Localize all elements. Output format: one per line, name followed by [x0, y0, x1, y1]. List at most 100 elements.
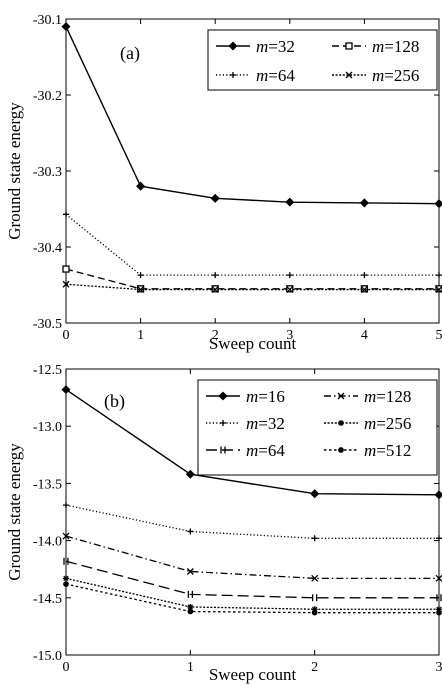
legend-marker [230, 72, 236, 78]
chart-panel-a: 0 1 2 3 4 5 -30.1 -30.2 -30.3 -30.4 -30.5 Sweep cou… [5, 13, 442, 353]
y-tick-label: -14.0 [33, 535, 62, 550]
series-m-128 [62, 265, 442, 293]
data-point [62, 532, 70, 540]
data-point [436, 272, 442, 279]
data-point [212, 272, 219, 279]
x-axis-label: Sweep count [209, 665, 297, 684]
legend-label: m=32 [246, 414, 285, 433]
legend-entry: m=256 [324, 414, 411, 433]
x-tick-label: 5 [436, 328, 442, 343]
x-tick-label: 2 [311, 660, 318, 675]
plot-area [65, 368, 440, 656]
series-line [65, 213, 439, 276]
x-tick-label: 0 [63, 660, 70, 675]
series-line [65, 504, 439, 539]
series-line [65, 577, 439, 610]
legend-entry: m=128 [332, 37, 419, 56]
data-point [62, 265, 70, 273]
legend-label: m=512 [364, 441, 411, 460]
legend-marker [218, 391, 228, 401]
data-point [285, 197, 295, 207]
legend-entry: m=64 [216, 66, 295, 85]
x-tick-label: 3 [286, 328, 293, 343]
series-line [65, 560, 439, 599]
series-m-128 [62, 532, 442, 582]
data-point [63, 502, 69, 509]
data-point [311, 574, 319, 582]
legend-label: m=16 [246, 387, 285, 406]
data-point [311, 609, 318, 616]
data-point [137, 272, 144, 279]
x-tick-label: 2 [212, 328, 219, 343]
legend-label: m=32 [256, 37, 295, 56]
legend-entry: m=32 [216, 37, 295, 56]
y-tick-label: -13.5 [33, 477, 62, 492]
data-point [61, 385, 71, 395]
legend-marker [338, 447, 344, 453]
legend-label: m=128 [364, 387, 411, 406]
data-point [63, 557, 69, 565]
data-point [311, 606, 318, 613]
series-m-256 [63, 575, 442, 613]
chart-panel-b: 0 1 2 3 -12.5 -13.0 -13.5 -14.0 -14.5 -15.0 Sweep … [5, 363, 442, 684]
y-tick-label: -30.2 [33, 89, 62, 104]
data-point [359, 198, 369, 208]
y-tick-label: -30.3 [33, 165, 62, 180]
legend-label: m=128 [372, 37, 419, 56]
legend-entry: m=16 [206, 387, 285, 406]
data-point [436, 606, 442, 613]
series-m-512 [63, 581, 442, 616]
data-point [187, 603, 194, 610]
data-point [61, 22, 71, 32]
data-point [311, 535, 318, 542]
series-m-256 [62, 280, 442, 294]
legend-entry: m=256 [332, 66, 419, 85]
legend-label: m=64 [256, 66, 295, 85]
data-point [187, 590, 193, 598]
series-m-16 [61, 385, 442, 500]
y-tick-label: -13.0 [33, 420, 62, 435]
data-point [286, 286, 294, 294]
y-tick-label: -30.5 [33, 317, 62, 332]
x-tick-label: 1 [187, 660, 194, 675]
data-point [434, 199, 442, 209]
data-point [434, 490, 442, 500]
series-m-64 [63, 557, 442, 602]
series-line [65, 389, 440, 496]
legend-marker [337, 392, 345, 400]
data-point [361, 272, 368, 279]
series-m-64 [63, 211, 442, 279]
series-m-32 [61, 22, 442, 209]
legend: m=32 m=64 m=128 m=256 [207, 29, 438, 91]
data-point [63, 581, 69, 587]
legend-marker [338, 420, 344, 426]
data-point [436, 535, 442, 542]
legend-entry: m=32 [206, 414, 285, 433]
legend-marker [345, 71, 353, 79]
data-point [136, 181, 146, 191]
data-point [211, 286, 219, 294]
data-point [435, 574, 442, 582]
x-tick-label: 4 [361, 328, 368, 343]
series-line [65, 26, 440, 205]
y-tick-label: -30.1 [33, 13, 62, 28]
data-point [435, 286, 442, 294]
series-m-32 [63, 502, 442, 542]
data-point [310, 489, 320, 499]
data-point [185, 469, 195, 479]
legend-entry: m=128 [324, 387, 411, 406]
legend-label: m=256 [372, 66, 419, 85]
x-tick-label: 3 [436, 660, 442, 675]
legend: m=16 m=32 m=64 m=128 m=256 m=512 [197, 379, 438, 476]
data-point [137, 286, 145, 294]
panel-label: (b) [104, 391, 125, 412]
legend-box [207, 29, 438, 91]
legend-entry: m=512 [324, 441, 411, 460]
data-point [187, 608, 194, 615]
y-axis-label: Ground state energy [5, 443, 24, 581]
y-axis-label: Ground state energy [5, 102, 24, 240]
legend-marker [220, 446, 226, 454]
x-tick-label: 0 [63, 328, 70, 343]
y-tick-label: -14.5 [33, 592, 62, 607]
